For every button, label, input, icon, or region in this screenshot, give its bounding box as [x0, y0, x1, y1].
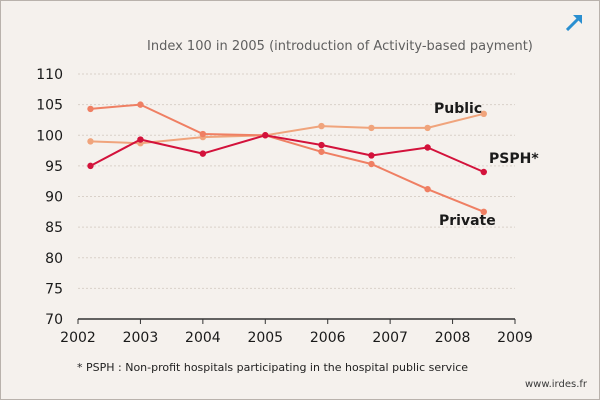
footnote: * PSPH : Non-profit hospitals participat…: [77, 361, 469, 374]
data-point-public: [87, 138, 94, 145]
y-tick-label: 110: [36, 67, 63, 83]
y-tick-label: 75: [45, 281, 63, 297]
data-point-private: [480, 208, 487, 216]
source-link[interactable]: www.irdes.fr: [524, 379, 587, 390]
series-label-private: Private: [439, 213, 496, 229]
data-point-psph: [199, 150, 207, 157]
x-tick-label: 2006: [310, 330, 346, 346]
data-point-psph: [480, 168, 487, 176]
y-tick-label: 85: [45, 220, 63, 236]
y-tick-label: 70: [45, 312, 63, 328]
data-point-public: [318, 122, 325, 130]
data-point-public: [368, 124, 375, 132]
data-point-private: [137, 101, 144, 108]
data-point-psph: [318, 141, 325, 149]
expand-arrow-icon[interactable]: [565, 13, 584, 32]
series-line-psph: [90, 134, 485, 173]
data-point-public: [424, 124, 431, 132]
data-point-psph: [424, 144, 431, 151]
data-point-private: [87, 105, 94, 113]
data-point-private: [318, 148, 325, 155]
data-point-psph: [368, 152, 375, 159]
x-tick-label: 2005: [247, 330, 283, 346]
data-point-psph: [87, 162, 94, 170]
data-point-private: [424, 185, 431, 193]
data-point-private: [199, 130, 207, 138]
y-tick-label: 95: [45, 159, 63, 175]
data-point-private: [368, 160, 375, 168]
data-point-psph: [262, 132, 269, 139]
series-label-psph: PSPH*: [489, 151, 539, 167]
y-tick-label: 105: [36, 98, 63, 114]
x-tick-label: 2008: [435, 330, 471, 346]
x-tick-label: 2004: [185, 330, 221, 346]
x-tick-label: 2009: [497, 330, 533, 346]
data-point-psph: [137, 136, 144, 143]
data-point-public: [480, 110, 487, 118]
x-tick-label: 2007: [372, 330, 408, 346]
x-tick-label: 2003: [123, 330, 159, 346]
y-tick-label: 100: [36, 128, 63, 144]
chart-title: Index 100 in 2005 (introduction of Activ…: [147, 39, 533, 54]
series-label-public: Public: [434, 101, 482, 117]
y-tick-label: 80: [45, 251, 63, 267]
x-tick-label: 2002: [60, 330, 96, 346]
series-line-private: [90, 103, 485, 213]
y-tick-label: 90: [45, 190, 63, 206]
